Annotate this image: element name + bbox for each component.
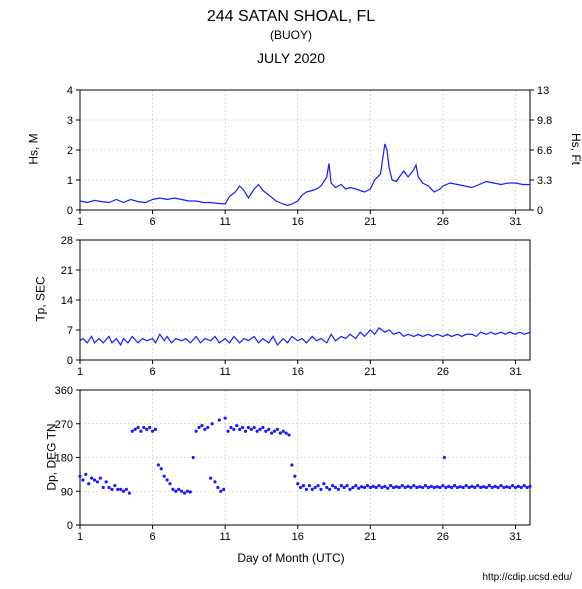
svg-text:0: 0	[67, 520, 73, 532]
svg-text:90: 90	[61, 486, 73, 498]
svg-text:26: 26	[437, 531, 449, 543]
y-axis-label-dp: Dp, DEG TN	[45, 423, 59, 490]
y-axis-label-tp: Tp, SEC	[34, 276, 48, 321]
svg-text:11: 11	[219, 531, 230, 543]
svg-text:1: 1	[77, 531, 83, 543]
y-axis-label-hs: Hs, M	[27, 133, 41, 164]
svg-text:21: 21	[364, 531, 376, 543]
svg-text:31: 31	[509, 531, 521, 543]
svg-text:6: 6	[150, 531, 156, 543]
y-axis-label-right-hs: Hs, Ft	[569, 133, 582, 165]
credit-label: http://cdip.ucsd.edu/	[482, 572, 572, 583]
x-axis-label: Day of Month (UTC)	[0, 551, 582, 565]
chart-panel-dp: 090180270360161116212631	[0, 8, 582, 545]
svg-text:360: 360	[55, 385, 73, 397]
svg-text:16: 16	[292, 531, 304, 543]
